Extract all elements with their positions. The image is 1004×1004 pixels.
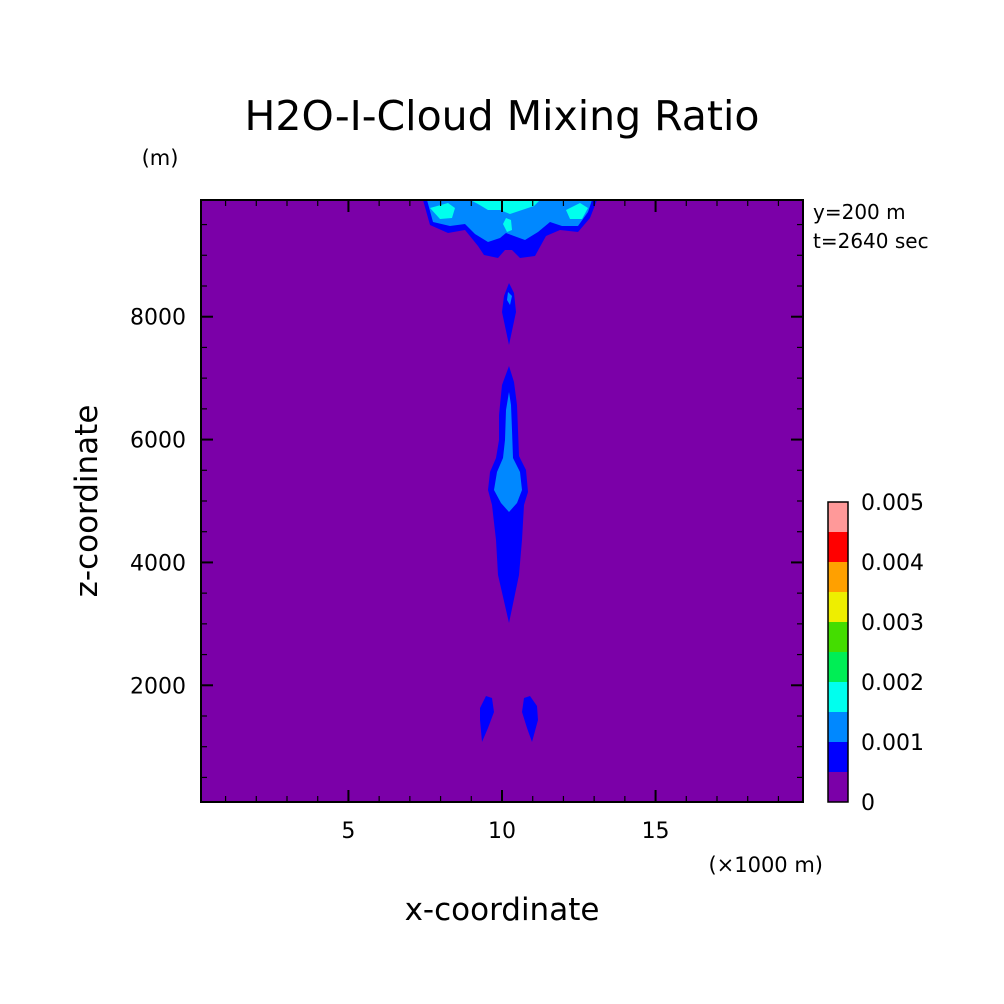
colorbar-label: 0.005 xyxy=(861,491,924,516)
y-axis-title: z-coordinate xyxy=(69,405,105,598)
colorbar-swatch xyxy=(828,562,848,592)
colorbar-swatch xyxy=(828,712,848,742)
colorbar-swatch xyxy=(828,652,848,682)
colorbar-frame xyxy=(827,501,849,803)
contour-fill xyxy=(503,218,512,232)
colorbar-label: 0 xyxy=(861,791,875,816)
contour-fill xyxy=(430,203,455,219)
x-tick-label: 5 xyxy=(341,819,355,844)
annotation-y-position: y=200 m xyxy=(813,200,906,224)
x-axis-title: x-coordinate xyxy=(405,892,600,928)
tick-labels: 5 10 15 2000 4000 6000 8000 xyxy=(130,306,670,844)
plot-area xyxy=(200,199,804,803)
colorbar-swatch xyxy=(828,742,848,772)
contour-fill xyxy=(494,392,522,512)
contour-fill xyxy=(502,283,516,345)
x-tick-label: 15 xyxy=(642,819,670,844)
contour-fill xyxy=(522,696,538,742)
colorbar-swatch xyxy=(828,772,848,802)
contour-fill xyxy=(566,203,588,219)
contour-fill xyxy=(507,292,512,305)
x-tick-label: 10 xyxy=(488,819,516,844)
y-tick-label: 6000 xyxy=(130,429,186,454)
y-tick-label: 4000 xyxy=(130,551,186,576)
colorbar-swatch xyxy=(828,532,848,562)
chart-title: H2O-I-Cloud Mixing Ratio xyxy=(245,92,760,140)
colorbar-swatch xyxy=(828,592,848,622)
colorbar-label: 0.002 xyxy=(861,671,924,696)
contour-fills xyxy=(423,200,597,742)
colorbar-swatch xyxy=(828,682,848,712)
colorbar-label: 0.001 xyxy=(861,731,924,756)
x-unit-label: (×1000 m) xyxy=(708,853,823,877)
contour-fill xyxy=(480,696,494,742)
contour-fill xyxy=(470,200,540,214)
colorbar-label: 0.003 xyxy=(861,611,924,636)
colorbar-swatch xyxy=(828,502,848,532)
y-tick-label: 2000 xyxy=(130,674,186,699)
colorbar: 0 0.001 0.002 0.003 0.004 0.005 xyxy=(827,491,924,816)
y-unit-label: (m) xyxy=(142,146,179,170)
colorbar-swatch xyxy=(828,622,848,652)
tick-marks xyxy=(201,200,803,802)
colorbar-label: 0.004 xyxy=(861,551,924,576)
annotation-time: t=2640 sec xyxy=(813,229,929,253)
y-tick-label: 8000 xyxy=(130,306,186,331)
